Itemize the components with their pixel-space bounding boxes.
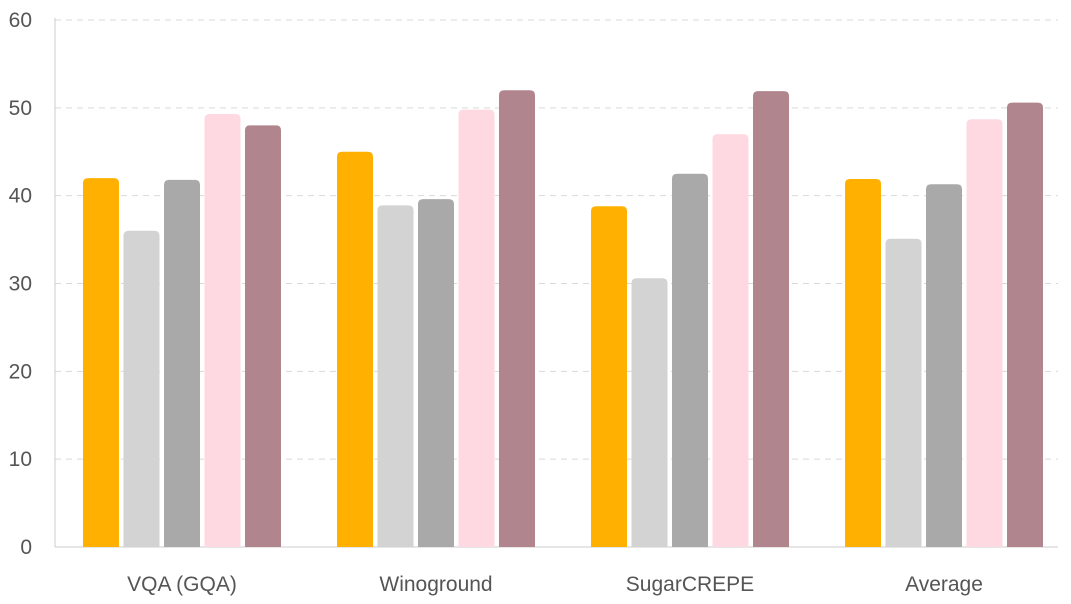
x-tick-label: SugarCREPE bbox=[626, 573, 754, 596]
bar-series-2-sugarcrepe bbox=[631, 278, 668, 547]
y-tick-label: 60 bbox=[9, 9, 32, 32]
label-layer: 0 10 20 30 40 50 60 VQA (GQA) Winoground SugarCRE… bbox=[9, 9, 983, 596]
bar-series-1-average bbox=[845, 178, 881, 547]
x-tick-label: Winoground bbox=[379, 573, 492, 596]
bar-series-3-vqa-gqa bbox=[164, 179, 200, 547]
bar-series-1-winoground bbox=[337, 151, 373, 547]
bar-series-3-sugarcrepe bbox=[672, 173, 708, 548]
y-tick-label: 30 bbox=[9, 273, 32, 296]
bar-series-4-winoground bbox=[458, 109, 495, 547]
bar-series-2-average bbox=[885, 238, 922, 547]
y-tick-label: 0 bbox=[20, 536, 32, 559]
bar-series-3-winoground bbox=[418, 199, 454, 547]
y-tick-label: 50 bbox=[9, 97, 32, 120]
bar-series-2-winoground bbox=[377, 205, 414, 547]
bar-series-1-sugarcrepe bbox=[591, 206, 627, 547]
y-tick-label: 40 bbox=[9, 185, 32, 208]
bar-series-3-average bbox=[926, 184, 962, 547]
bar-series-5-sugarcrepe bbox=[753, 91, 789, 548]
bar-series-4-average bbox=[966, 119, 1003, 548]
y-tick-label: 10 bbox=[9, 448, 32, 471]
bar-series-1-vqa-gqa bbox=[83, 178, 119, 547]
bar-layer bbox=[83, 90, 1043, 548]
bar-series-4-sugarcrepe bbox=[712, 134, 749, 547]
bar-series-4-vqa-gqa bbox=[204, 113, 241, 548]
bar-series-5-average bbox=[1007, 102, 1043, 548]
bar-series-5-winoground bbox=[499, 90, 535, 548]
x-tick-label: VQA (GQA) bbox=[127, 573, 237, 596]
y-tick-label: 20 bbox=[9, 360, 32, 383]
bar-series-5-vqa-gqa bbox=[245, 125, 281, 548]
bar-series-2-vqa-gqa bbox=[123, 230, 160, 548]
x-tick-label: Average bbox=[905, 573, 983, 596]
